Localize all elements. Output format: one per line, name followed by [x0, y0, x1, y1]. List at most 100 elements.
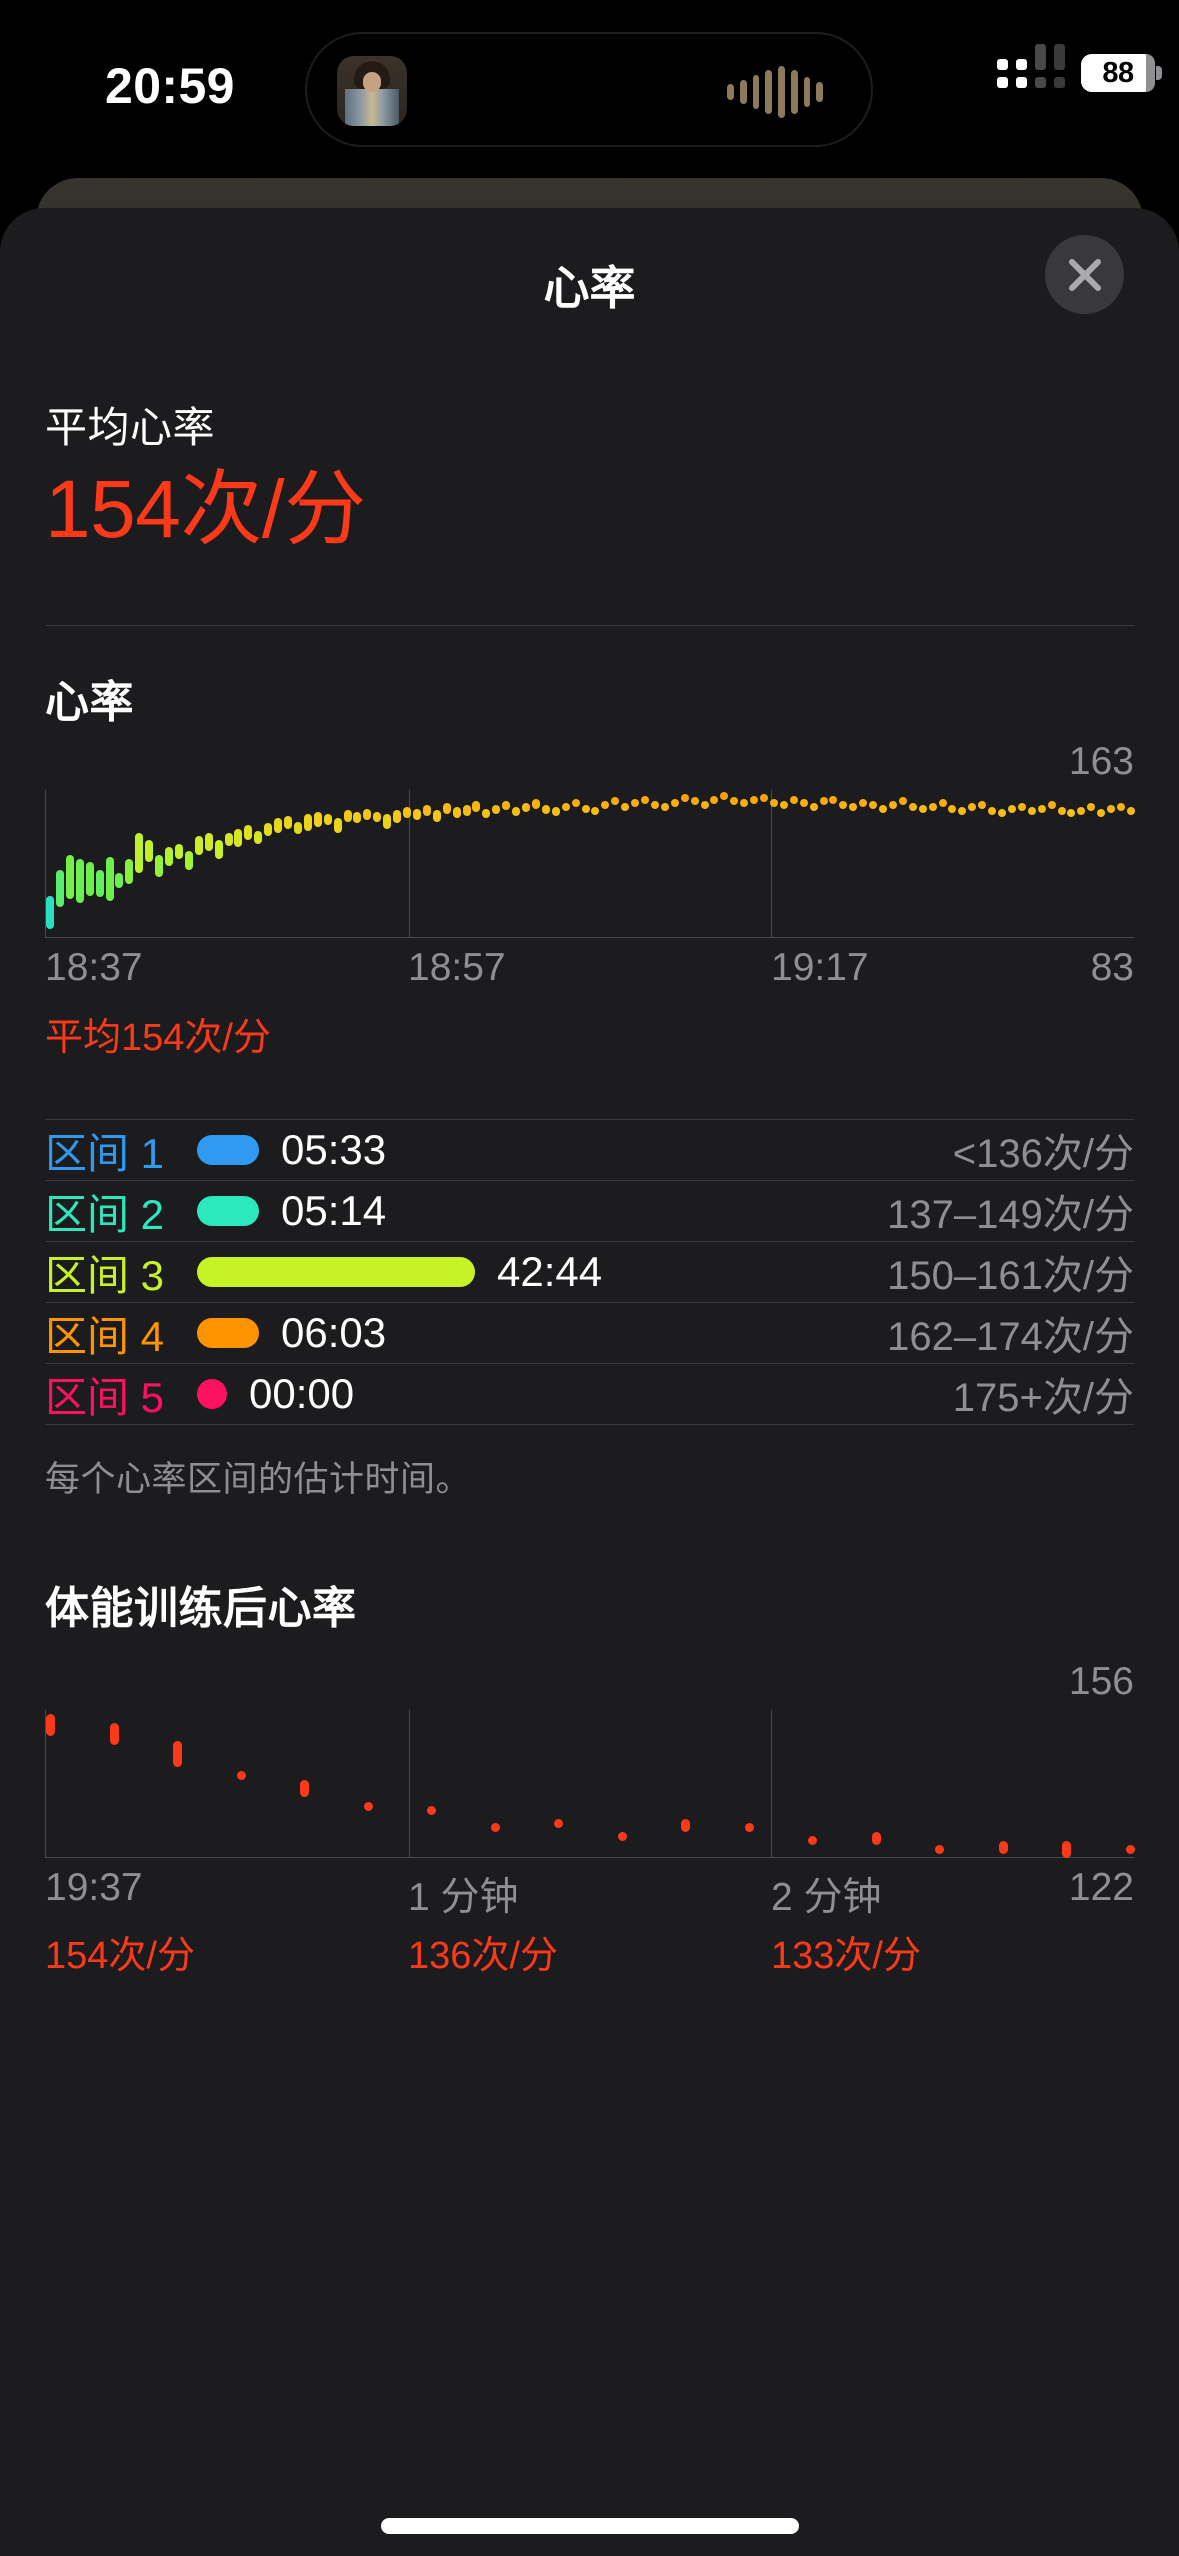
chart-bar — [720, 791, 729, 800]
post-workout-section-title: 体能训练后心率 — [45, 1584, 357, 1634]
chart-bar — [1087, 803, 1096, 812]
average-heart-rate-label: 平均心率 — [45, 404, 216, 451]
chart-bar — [184, 851, 193, 870]
chart-bar — [264, 823, 273, 837]
chart-bar — [174, 843, 183, 859]
chart-bar — [323, 814, 332, 826]
chart-bar — [760, 793, 769, 802]
cellular-dot — [1016, 58, 1027, 70]
zone-range: 175+次/分 — [952, 1376, 1134, 1421]
waveform-bar — [816, 82, 823, 102]
chart-bar — [452, 806, 461, 818]
chart-bar — [1027, 806, 1036, 815]
status-bar-clock: 20:59 — [105, 58, 235, 114]
battery-icon: 88 — [1081, 54, 1162, 92]
chart-bar — [1107, 804, 1116, 813]
x-axis-tick-label: 2 分钟 — [771, 1876, 882, 1920]
chart-bar — [935, 1845, 945, 1855]
zone-duration: 42:44 — [497, 1248, 603, 1296]
chart-bar — [744, 1823, 754, 1833]
cellular-dot — [1054, 76, 1065, 88]
post-workout-heart-rate-chart[interactable]: 156 19:37 1 分钟 2 分钟 122 154次/分 136次/分 133次/分 — [0, 1660, 1179, 1978]
audio-waveform-icon[interactable] — [727, 64, 823, 120]
chart-bar — [750, 795, 759, 804]
zone-5-swatch — [197, 1379, 227, 1410]
chart-bar — [650, 801, 659, 810]
heart-rate-chart[interactable]: 163 18:37 18:57 19:17 83 — [0, 740, 1179, 998]
chart-gridline — [771, 1710, 773, 1858]
zone-3-swatch — [197, 1257, 475, 1288]
cellular-dots-icon — [997, 43, 1065, 88]
chart-bar — [591, 806, 600, 815]
chart-bar — [681, 1818, 691, 1832]
chart-bar — [155, 854, 164, 878]
chart-bar — [1077, 806, 1086, 815]
avatar-face — [363, 72, 381, 92]
zone-1-swatch — [197, 1135, 259, 1166]
zone-duration: 06:03 — [281, 1309, 387, 1357]
status-bar: 20:59 88 — [0, 0, 1179, 170]
chart-bar — [621, 803, 630, 812]
chart-bar — [254, 830, 263, 844]
chart-bar — [1057, 806, 1066, 815]
chart-bar — [236, 1771, 246, 1781]
chart-bar — [551, 806, 560, 816]
chart-bar — [109, 1723, 119, 1745]
zone-duration: 05:14 — [281, 1187, 387, 1235]
chart-bar — [1117, 803, 1126, 812]
home-indicator[interactable] — [380, 2518, 799, 2534]
zone-name: 区间 2 — [45, 1190, 165, 1238]
chart-bar — [680, 793, 689, 802]
chart-bar — [363, 808, 372, 820]
chart-bar — [85, 862, 94, 896]
chart-bar — [165, 847, 173, 866]
zone-name: 区间 4 — [45, 1312, 165, 1360]
chart-bar — [1037, 804, 1046, 813]
battery-fill — [1081, 54, 1147, 92]
zones-note: 每个心率区间的估计时间。 — [45, 1460, 472, 1500]
chart-bar — [224, 832, 233, 846]
chart-bar — [135, 832, 144, 874]
zone-row[interactable]: 区间 1 05:33 <136次/分 — [45, 1119, 1134, 1180]
chart-bar — [244, 825, 253, 841]
chart-bar — [363, 1801, 373, 1811]
chart-bar — [641, 795, 650, 804]
heart-rate-plot-area[interactable] — [45, 790, 1135, 939]
chart-gridline — [771, 790, 773, 938]
chart-bar — [462, 804, 471, 816]
chart-bar — [333, 817, 342, 833]
heart-rate-chart-section: 心率 163 18:37 18:57 19:17 83 平均154次/分 — [0, 666, 1179, 1061]
person-photo-avatar[interactable] — [337, 56, 407, 126]
waveform-bar — [752, 75, 760, 109]
waveform-bar — [790, 70, 798, 114]
close-button[interactable] — [1045, 235, 1124, 314]
chart-bar — [531, 799, 540, 809]
avatar-body — [345, 89, 399, 126]
recovery-plot-area[interactable] — [45, 1710, 1135, 1859]
chart-bar — [898, 797, 907, 806]
chart-bar — [95, 869, 104, 898]
chart-bar — [660, 803, 669, 812]
chart-bar — [502, 801, 511, 811]
zone-range: 137–149次/分 — [887, 1193, 1134, 1238]
dynamic-island[interactable] — [305, 32, 873, 147]
chart-bar — [145, 840, 154, 863]
zone-duration: 05:33 — [281, 1126, 387, 1174]
zone-row[interactable]: 区间 3 42:44 150–161次/分 — [45, 1241, 1134, 1302]
chart-bar — [234, 828, 243, 848]
chart-bar — [204, 832, 213, 852]
x-axis-tick-label: 18:37 — [45, 946, 143, 990]
x-axis-tick-label: 19:17 — [771, 946, 869, 990]
chart-min-label: 83 — [1090, 946, 1134, 990]
chart-bar — [300, 1779, 310, 1798]
zone-row[interactable]: 区间 5 00:00 175+次/分 — [45, 1363, 1134, 1424]
recovery-x-axis: 19:37 1 分钟 2 分钟 122 — [45, 1866, 1134, 1919]
chart-bar — [710, 795, 719, 804]
zone-4-swatch — [197, 1318, 259, 1349]
waveform-bar — [778, 66, 785, 118]
zone-row[interactable]: 区间 2 05:14 137–149次/分 — [45, 1180, 1134, 1241]
chart-bar — [46, 895, 54, 929]
chart-bar — [740, 799, 749, 808]
chart-bar — [571, 799, 580, 808]
zone-row[interactable]: 区间 4 06:03 162–174次/分 — [45, 1302, 1134, 1363]
